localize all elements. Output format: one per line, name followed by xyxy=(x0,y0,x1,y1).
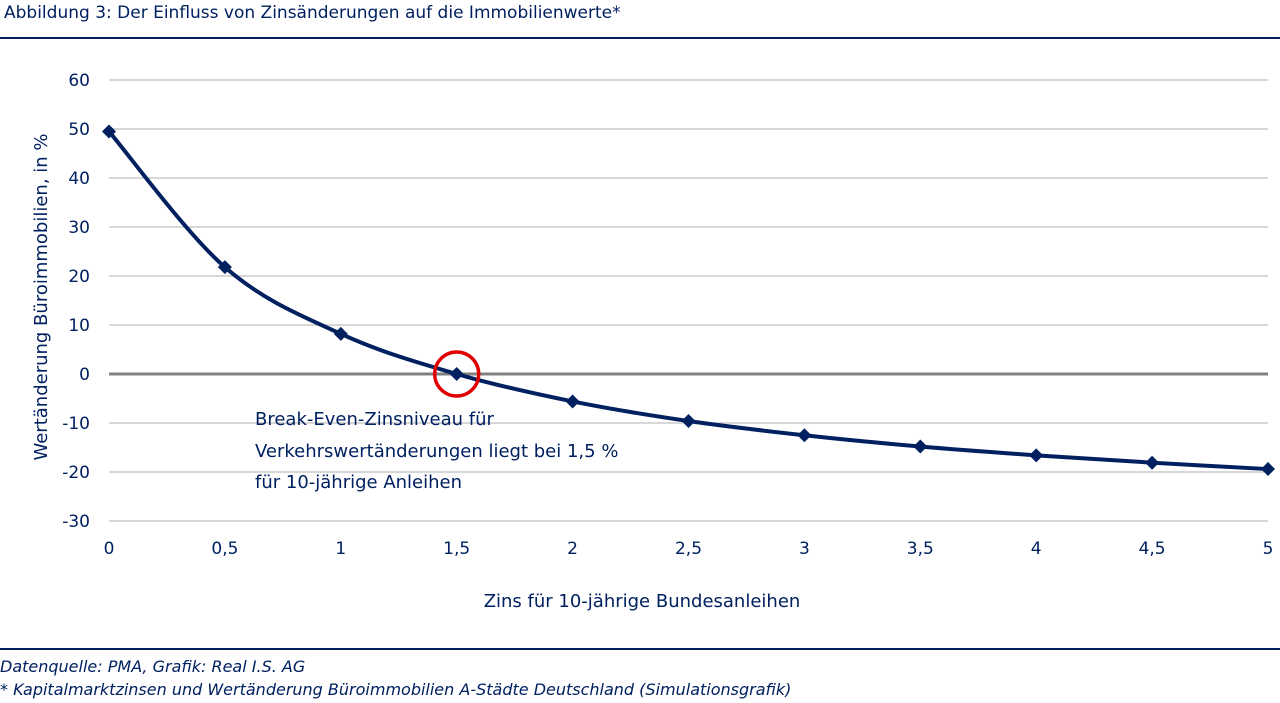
x-tick-label: 0 xyxy=(104,539,115,559)
series-line xyxy=(107,130,1269,472)
x-tick-label: 2 xyxy=(567,539,578,559)
break-even-annotation: Break-Even-Zinsniveau für Verkehrswertän… xyxy=(255,409,618,493)
y-tick-label: 30 xyxy=(68,218,90,238)
x-axis-title: Zins für 10-jährige Bundesanleihen xyxy=(484,591,801,612)
x-axis-tick-labels: 0 0,5 1 1,5 2 2,5 3 3,5 4 4,5 5 xyxy=(104,539,1274,559)
line-chart: 60 50 40 30 20 10 0 -10 -20 -30 0 0,5 1 1,5 2 2,5 3 3,5 4… xyxy=(31,71,1275,612)
annotation-line-2: Verkehrswertänderungen liegt bei 1,5 % xyxy=(255,441,618,462)
data-point-marker xyxy=(333,326,348,341)
y-tick-label: 0 xyxy=(79,365,90,385)
x-tick-label: 3,5 xyxy=(907,539,934,559)
top-rule xyxy=(0,37,1280,39)
y-tick-label: -10 xyxy=(62,414,90,434)
y-tick-label: 50 xyxy=(68,120,90,140)
break-even-highlight-circle xyxy=(432,350,481,398)
figure-title: Abbildung 3: Der Einfluss von Zinsänderu… xyxy=(4,3,621,23)
data-point-marker xyxy=(565,394,580,409)
data-point-marker xyxy=(449,367,464,381)
x-tick-label: 4 xyxy=(1031,539,1042,559)
y-tick-label: 10 xyxy=(68,316,90,336)
x-tick-label: 3 xyxy=(799,539,810,559)
x-tick-label: 5 xyxy=(1263,539,1274,559)
x-tick-label: 1 xyxy=(335,539,346,559)
data-point-marker xyxy=(102,124,116,139)
data-point-marker xyxy=(217,260,232,275)
annotation-line-1: Break-Even-Zinsniveau für xyxy=(255,409,495,430)
grid-lines xyxy=(109,79,1268,522)
y-tick-label: 60 xyxy=(68,71,90,91)
data-point-marker xyxy=(1261,462,1275,477)
data-point-marker xyxy=(797,428,812,443)
y-tick-label: 20 xyxy=(68,267,90,287)
source-note: Datenquelle: PMA, Grafik: Real I.S. AG xyxy=(0,657,306,676)
x-tick-label: 4,5 xyxy=(1139,539,1166,559)
data-point-marker xyxy=(681,414,696,429)
x-tick-label: 2,5 xyxy=(675,539,702,559)
data-point-marker xyxy=(1145,455,1160,470)
y-axis-tick-labels: 60 50 40 30 20 10 0 -10 -20 -30 xyxy=(62,71,90,532)
x-tick-label: 0,5 xyxy=(211,539,238,559)
x-tick-label: 1,5 xyxy=(443,539,470,559)
footnote: * Kapitalmarktzinsen und Wertänderung Bü… xyxy=(0,680,792,699)
y-tick-label: 40 xyxy=(68,169,90,189)
y-tick-label: -30 xyxy=(62,512,90,532)
data-point-marker xyxy=(1029,448,1044,463)
bottom-rule xyxy=(0,648,1280,650)
y-tick-label: -20 xyxy=(62,463,90,483)
series-markers xyxy=(102,124,1275,477)
annotation-line-3: für 10-jährige Anleihen xyxy=(255,472,462,493)
y-axis-title: Wertänderung Büroimmobilien, in % xyxy=(31,133,52,460)
data-point-marker xyxy=(913,439,928,454)
